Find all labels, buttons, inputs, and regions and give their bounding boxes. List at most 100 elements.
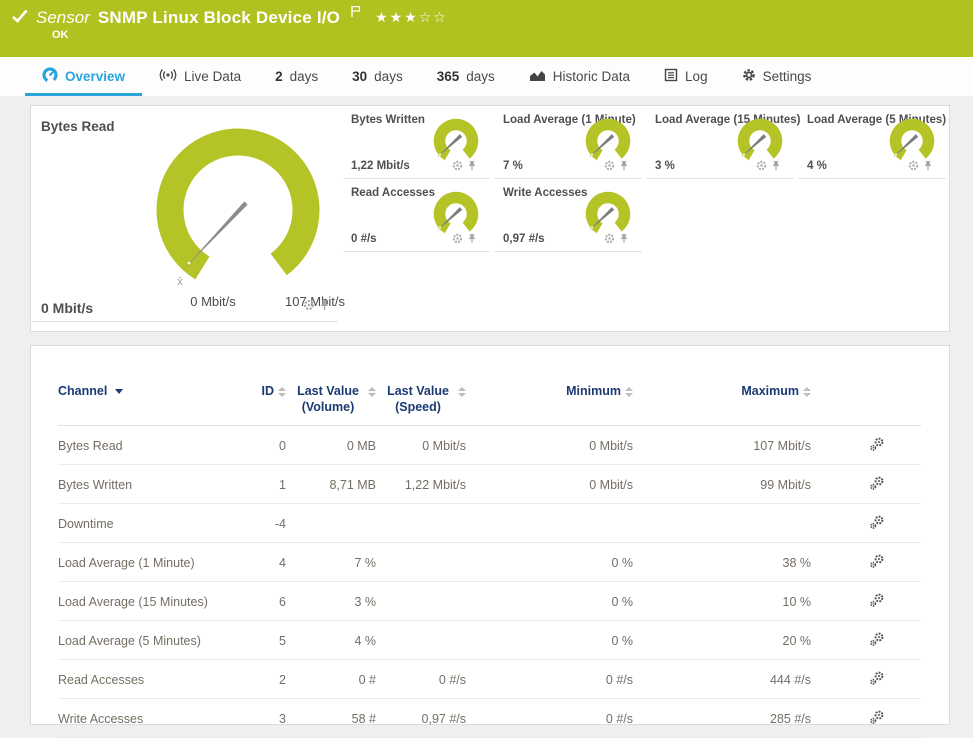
pin-icon[interactable] [923,158,933,176]
maximum-value: 285 #/s [633,699,811,738]
last-value-speed: 0,97 #/s [376,699,466,738]
last-value-volume: 4 % [286,621,376,660]
column-header-last-value-volume[interactable]: Last Value (Volume) [286,372,376,426]
gauge-title: Read Accesses [351,187,435,199]
table-row-load-average-5-minutes[interactable]: Load Average (5 Minutes) 5 4 % 0 % 20 % [58,621,921,660]
gauge-value: 0 Mbit/s [41,300,93,316]
channel-id: 1 [233,465,286,504]
channel-name[interactable]: Load Average (1 Minute) [58,543,233,582]
channel-id: 5 [233,621,286,660]
gear-icon[interactable] [452,231,463,249]
table-row-read-accesses[interactable]: Read Accesses 2 0 # 0 #/s 0 #/s 444 #/s [58,660,921,699]
gauge-value: 0 #/s [351,233,377,245]
maximum-value: 20 % [633,621,811,660]
gear-icon[interactable] [908,158,919,176]
object-kind-label: Sensor [36,8,90,28]
gauge-load-average-15-minutes: Load Average (15 Minutes) 3 % [647,106,794,179]
gauge-value: 0,97 #/s [503,233,545,245]
last-value-volume: 0 # [286,660,376,699]
double-gear-icon[interactable] [869,636,885,650]
minimum-value: 0 % [466,543,633,582]
tab-label: Historic Data [553,69,630,84]
last-value-speed: 0 #/s [376,660,466,699]
channel-name[interactable]: Write Accesses [58,699,233,738]
gauge-title: Bytes Read [41,119,115,134]
double-gear-icon[interactable] [869,675,885,689]
table-row-downtime[interactable]: Downtime -4 [58,504,921,543]
pin-icon[interactable] [467,158,477,176]
tab-30-days[interactable]: 30 days [335,57,420,96]
tab-overview[interactable]: Overview [25,57,142,96]
tab-live-data[interactable]: Live Data [142,57,258,96]
tab-count: 30 [352,69,367,84]
table-row-bytes-read[interactable]: Bytes Read 0 0 MB 0 Mbit/s 0 Mbit/s 107 … [58,426,921,465]
table-row-load-average-1-minute[interactable]: Load Average (1 Minute) 4 7 % 0 % 38 % [58,543,921,582]
gauge-title: Write Accesses [503,187,587,199]
empty-cell [647,179,794,252]
double-gear-icon[interactable] [869,597,885,611]
channel-id: 4 [233,543,286,582]
priority-stars[interactable]: ★★★☆☆ [375,9,448,26]
tab-2-days[interactable]: 2 days [258,57,335,96]
channel-name[interactable]: Bytes Written [58,465,233,504]
last-value-volume: 3 % [286,582,376,621]
maximum-value [633,504,811,543]
tab-365-days[interactable]: 365 days [420,57,512,96]
maximum-value: 38 % [633,543,811,582]
double-gear-icon[interactable] [869,558,885,572]
gear-icon[interactable] [756,158,767,176]
pin-icon[interactable] [319,298,330,316]
pin-icon[interactable] [467,231,477,249]
tab-settings[interactable]: Settings [725,57,829,96]
last-value-speed: 0 Mbit/s [376,426,466,465]
double-gear-icon[interactable] [869,441,885,455]
minimum-value: 0 Mbit/s [466,426,633,465]
channel-name[interactable]: Downtime [58,504,233,543]
maximum-value: 99 Mbit/s [633,465,811,504]
table-row-write-accesses[interactable]: Write Accesses 3 58 # 0,97 #/s 0 #/s 285… [58,699,921,738]
sort-icon [458,387,466,397]
gauges-panel: Bytes Read x̄ 0 Mbit/s 107 Mbit/s 0 Mbit… [30,105,950,332]
gauge-title: Bytes Written [351,114,425,126]
channel-table-panel: Channel ID Last Value (Volume) Last Valu… [30,345,950,725]
flag-icon[interactable] [350,5,361,23]
tab-label: days [374,69,403,84]
gauge-value: 4 % [807,160,827,172]
channel-name[interactable]: Bytes Read [58,426,233,465]
channel-name[interactable]: Load Average (5 Minutes) [58,621,233,660]
table-row-bytes-written[interactable]: Bytes Written 1 8,71 MB 1,22 Mbit/s 0 Mb… [58,465,921,504]
column-header-id[interactable]: ID [233,372,286,426]
tab-label: Overview [65,69,125,84]
double-gear-icon[interactable] [869,714,885,728]
pin-icon[interactable] [619,231,629,249]
channel-name[interactable]: Load Average (15 Minutes) [58,582,233,621]
sort-icon [368,387,376,397]
column-header-last-value-speed[interactable]: Last Value (Speed) [376,372,466,426]
last-value-volume: 7 % [286,543,376,582]
tab-historic-data[interactable]: Historic Data [512,57,647,96]
tab-bar: Overview Live Data 2 days 30 days 365 da… [0,57,973,97]
double-gear-icon[interactable] [869,480,885,494]
gear-icon[interactable] [604,231,615,249]
minimum-value: 0 Mbit/s [466,465,633,504]
column-header-minimum[interactable]: Minimum [466,372,633,426]
gauge-read-accesses: Read Accesses 0 #/s [343,179,490,252]
sort-icon [625,387,633,397]
gauge-load-average-5-minutes: Load Average (5 Minutes) 4 % [799,106,946,179]
column-header-channel[interactable]: Channel [58,372,233,426]
gear-icon[interactable] [303,298,315,316]
sensor-status-bar: Sensor SNMP Linux Block Device I/O ★★★☆☆… [0,0,973,57]
channel-id: 3 [233,699,286,738]
column-header-maximum[interactable]: Maximum [633,372,811,426]
pin-icon[interactable] [771,158,781,176]
table-row-load-average-15-minutes[interactable]: Load Average (15 Minutes) 6 3 % 0 % 10 % [58,582,921,621]
gauge-value: 3 % [655,160,675,172]
gear-icon[interactable] [604,158,615,176]
pin-icon[interactable] [619,158,629,176]
double-gear-icon[interactable] [869,519,885,533]
check-icon [12,9,28,28]
tab-log[interactable]: Log [647,57,725,96]
channel-table: Channel ID Last Value (Volume) Last Valu… [58,372,921,738]
channel-name[interactable]: Read Accesses [58,660,233,699]
gear-icon[interactable] [452,158,463,176]
